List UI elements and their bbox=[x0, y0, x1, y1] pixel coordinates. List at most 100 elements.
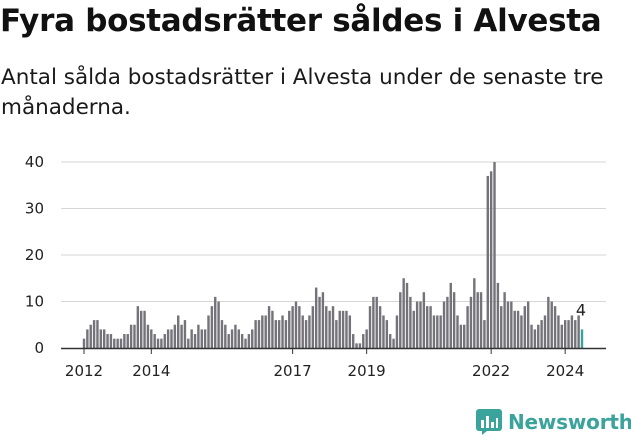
bar bbox=[277, 320, 281, 348]
bar bbox=[240, 334, 244, 348]
newsworthy-logo[interactable]: Newsworthy bbox=[476, 405, 631, 439]
bar bbox=[311, 306, 315, 348]
bar bbox=[267, 306, 271, 348]
y-tick-label: 40 bbox=[25, 153, 44, 171]
bar bbox=[177, 315, 180, 348]
bar bbox=[203, 329, 207, 348]
bar bbox=[563, 320, 567, 348]
bar bbox=[415, 301, 419, 348]
bar bbox=[133, 324, 136, 348]
bar bbox=[304, 320, 308, 348]
bar bbox=[456, 315, 459, 348]
bar bbox=[533, 329, 537, 348]
bar bbox=[537, 324, 540, 348]
bar bbox=[489, 171, 493, 348]
bar bbox=[220, 320, 224, 348]
bar bbox=[341, 310, 345, 348]
bar bbox=[321, 292, 325, 348]
bar bbox=[244, 338, 247, 348]
bar bbox=[200, 329, 203, 348]
bar bbox=[325, 306, 328, 348]
bar bbox=[503, 292, 506, 348]
bar bbox=[405, 282, 409, 348]
bar bbox=[540, 320, 543, 348]
bar bbox=[442, 301, 446, 348]
bar bbox=[365, 329, 368, 348]
bar bbox=[139, 310, 143, 348]
bar bbox=[368, 306, 372, 348]
bar bbox=[345, 310, 348, 348]
bar bbox=[288, 310, 291, 348]
bar bbox=[385, 320, 389, 348]
x-tick-label: 2022 bbox=[472, 362, 510, 380]
bar bbox=[230, 329, 234, 348]
bar bbox=[264, 315, 267, 348]
bar bbox=[261, 315, 264, 348]
bar bbox=[476, 292, 479, 348]
bar bbox=[446, 296, 449, 348]
bar bbox=[358, 343, 362, 348]
bar bbox=[173, 324, 177, 348]
bar bbox=[146, 324, 150, 348]
bar bbox=[123, 334, 126, 348]
bar bbox=[254, 320, 257, 348]
bar bbox=[274, 320, 278, 348]
bar bbox=[234, 324, 237, 348]
bar bbox=[119, 338, 123, 348]
bar bbox=[516, 310, 520, 348]
bar bbox=[429, 306, 432, 348]
bar bbox=[328, 310, 331, 348]
bar bbox=[291, 306, 294, 348]
x-tick-label: 2019 bbox=[348, 362, 386, 380]
newsworthy-chart-icon bbox=[476, 409, 502, 435]
bar bbox=[247, 334, 251, 348]
bar bbox=[523, 306, 527, 348]
bar bbox=[99, 329, 103, 348]
bar bbox=[486, 175, 489, 348]
bar bbox=[163, 334, 166, 348]
bar bbox=[550, 301, 553, 348]
bar bbox=[331, 306, 335, 348]
bar bbox=[86, 329, 89, 348]
bar bbox=[187, 338, 190, 348]
bar bbox=[106, 334, 109, 348]
bar bbox=[96, 320, 99, 348]
bar bbox=[395, 315, 399, 348]
bar bbox=[560, 324, 564, 348]
bar bbox=[314, 287, 318, 348]
bar bbox=[378, 306, 382, 348]
bar bbox=[335, 320, 338, 348]
bar bbox=[553, 306, 557, 348]
bar bbox=[160, 338, 163, 348]
bar bbox=[237, 329, 240, 348]
bar bbox=[82, 338, 86, 348]
bar bbox=[506, 301, 510, 348]
latest-value-label: 4 bbox=[576, 300, 586, 319]
chart-title: Fyra bostadsrätter såldes i Alvesta bbox=[0, 3, 602, 39]
bar bbox=[113, 338, 116, 348]
bar bbox=[473, 278, 476, 348]
bar bbox=[463, 324, 466, 348]
bar bbox=[102, 329, 106, 348]
x-tick-label: 2024 bbox=[546, 362, 584, 380]
bar bbox=[496, 282, 500, 348]
y-tick-label: 20 bbox=[25, 246, 44, 264]
bar bbox=[483, 320, 486, 348]
bar bbox=[577, 315, 580, 348]
bar bbox=[224, 324, 227, 348]
bar bbox=[308, 315, 311, 348]
bar bbox=[567, 320, 570, 348]
bar bbox=[466, 306, 469, 348]
bar bbox=[190, 329, 193, 348]
bar bbox=[426, 306, 429, 348]
bar bbox=[452, 292, 456, 348]
bar bbox=[136, 306, 140, 348]
bar bbox=[109, 334, 113, 348]
bar bbox=[227, 334, 230, 348]
bar bbox=[570, 315, 574, 348]
bar bbox=[126, 334, 129, 348]
bar bbox=[422, 292, 426, 348]
bar bbox=[439, 315, 442, 348]
bar bbox=[257, 320, 261, 348]
